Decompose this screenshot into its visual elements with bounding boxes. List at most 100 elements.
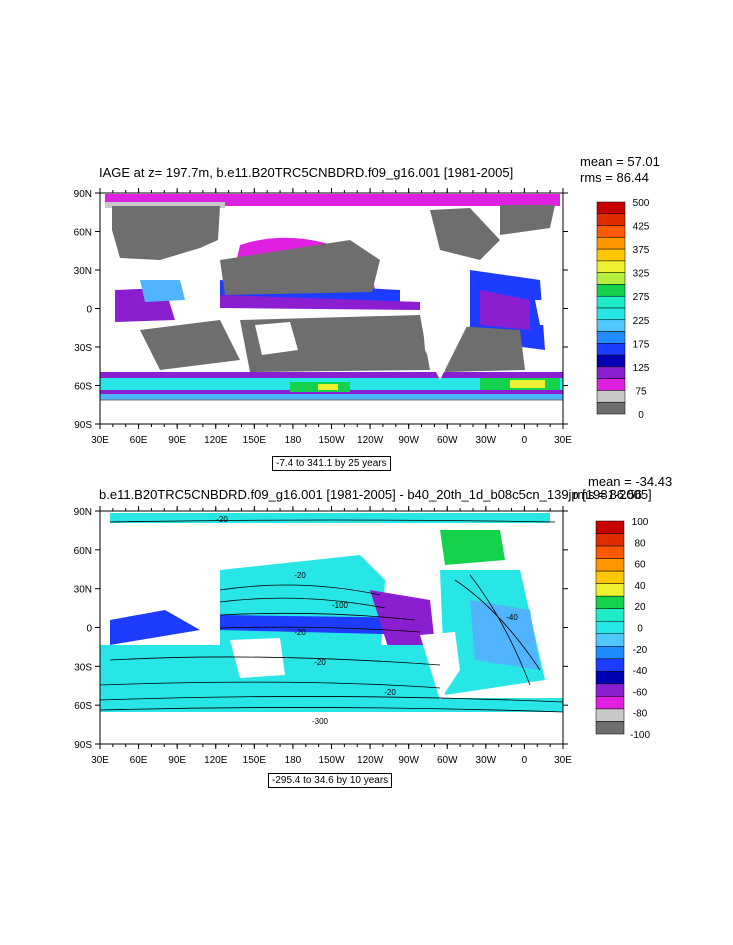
lon-label: 30E [91,435,109,446]
lon-label: 60E [130,755,148,766]
map-title: b.e11.B20TRC5CNBDRD.f09_g16.001 [1981-20… [99,487,652,502]
lon-label: 90W [398,755,419,766]
lat-label: 60S [74,382,92,393]
colorbar-swatch [596,248,626,262]
lat-label: 90S [74,740,92,751]
difference-map-panel: b.e11.B20TRC5CNBDRD.f09_g16.001 [1981-20… [0,470,733,790]
colorbar-label: 375 [633,245,650,256]
lon-label: 60E [130,435,148,446]
lat-label: 0 [86,624,92,635]
lat-label: 30S [74,343,92,354]
mean-label: mean = -34.43 [588,474,673,489]
colorbar: 500 425 375 325 275 225 175 125 75 0 [596,198,650,421]
axis-ticks [95,188,568,429]
lon-label: 120E [204,755,228,766]
lon-label: 30E [554,435,572,446]
range-label: -295.4 to 34.6 by 10 years [268,773,393,788]
colorbar-swatch [596,225,626,238]
lon-label: 120W [357,755,384,766]
colorbar-label: 20 [634,602,646,613]
range-label: -7.4 to 341.1 by 25 years [272,456,391,471]
colorbar-swatch [596,378,626,391]
lat-label: 0 [86,305,92,316]
lat-label: 60N [74,228,92,239]
contour-label: -300 [312,717,329,726]
colorbar-swatch [595,658,625,672]
colorbar-label: -100 [630,730,650,741]
colorbar-swatch [595,533,625,547]
colorbar-swatch [595,708,625,722]
colorbar-swatch [595,595,625,609]
colorbar-swatch [595,583,625,597]
colorbar-swatch [595,545,625,559]
colorbar-label: 0 [637,624,643,635]
contour-label: -20 [294,571,306,580]
lon-label: 30E [91,755,109,766]
lat-label: 90N [74,507,92,518]
colorbar: 100 80 60 40 20 0 -20 -40 -60 -80 -100 [595,517,650,741]
iage-map-svg: 90N 60N 30N 0 30S 60S 90S 30E 60E 90E 120E 150E 180… [74,188,650,446]
lat-label: 30S [74,662,92,673]
contour-label: -20 [384,688,396,697]
contour-label: -20 [294,628,306,637]
colorbar-label: 275 [633,292,650,303]
colorbar-label: 225 [633,316,650,327]
colorbar-swatch [596,390,626,403]
colorbar-swatch [596,366,626,379]
colorbar-swatch [595,608,625,622]
rms-label: rms = 86.44 [580,170,650,185]
colorbar-swatch [595,633,625,647]
lat-label: 30N [74,585,92,596]
lon-label: 120W [357,435,384,446]
lat-label: 30N [74,266,92,277]
lat-label: 90N [74,189,92,200]
colorbar-label: -60 [633,687,648,698]
colorbar-label: 75 [635,386,647,397]
iage-map-panel: IAGE at z= 197.7m, b.e11.B20TRC5CNBDRD.f… [0,150,733,471]
colorbar-swatch [595,520,625,534]
colorbar-label: 500 [633,198,650,209]
lon-label: 120E [204,435,228,446]
colorbar-label: -40 [633,666,648,677]
lon-label: 90E [168,755,186,766]
latitude-labels: 90N 60N 30N 0 30S 60S 90S [74,189,93,431]
colorbar-swatch [596,331,626,344]
lon-label: 0 [522,755,528,766]
lon-label: 150E [243,435,267,446]
colorbar-swatch [596,319,626,332]
mean-label: mean = 57.01 [580,154,660,169]
contour-label: -40 [506,613,518,622]
lon-label: 30W [476,755,497,766]
land-mask [100,205,563,424]
colorbar-swatch [596,260,626,273]
lat-label: 90S [74,420,92,431]
lon-label: 150W [318,435,345,446]
contour-label: -20 [314,658,326,667]
lon-label: 180 [285,435,302,446]
axis-ticks [95,506,568,749]
lon-label: 180 [285,755,302,766]
colorbar-swatch [596,201,626,215]
colorbar-swatch [596,307,626,321]
difference-map-svg: -20 -20 -100 -20 -20 -40 -20 -300 90N 60N 30N 0 30S… [74,506,650,766]
colorbar-label: 0 [638,410,644,421]
lon-label: 0 [522,435,528,446]
contour-label: -100 [332,601,349,610]
colorbar-label: -80 [633,709,648,720]
lon-label: 30E [554,755,572,766]
lon-label: 90E [168,435,186,446]
colorbar-swatch [596,284,626,297]
lon-label: 90W [398,435,419,446]
colorbar-label: 60 [634,560,646,571]
contour-label: -20 [216,515,228,524]
lon-label: 150E [243,755,267,766]
colorbar-swatch [596,343,626,356]
lon-label: 30W [476,435,497,446]
lon-label: 60W [437,755,458,766]
contour-labels: -20 -20 -100 -20 -20 -40 -20 -300 [216,515,518,726]
rms-label: rms = 86.56 [573,487,643,502]
colorbar-swatch [596,401,626,415]
lon-label: 150W [318,755,345,766]
colorbar-label: 40 [634,581,646,592]
map-title: IAGE at z= 197.7m, b.e11.B20TRC5CNBDRD.f… [99,165,514,180]
